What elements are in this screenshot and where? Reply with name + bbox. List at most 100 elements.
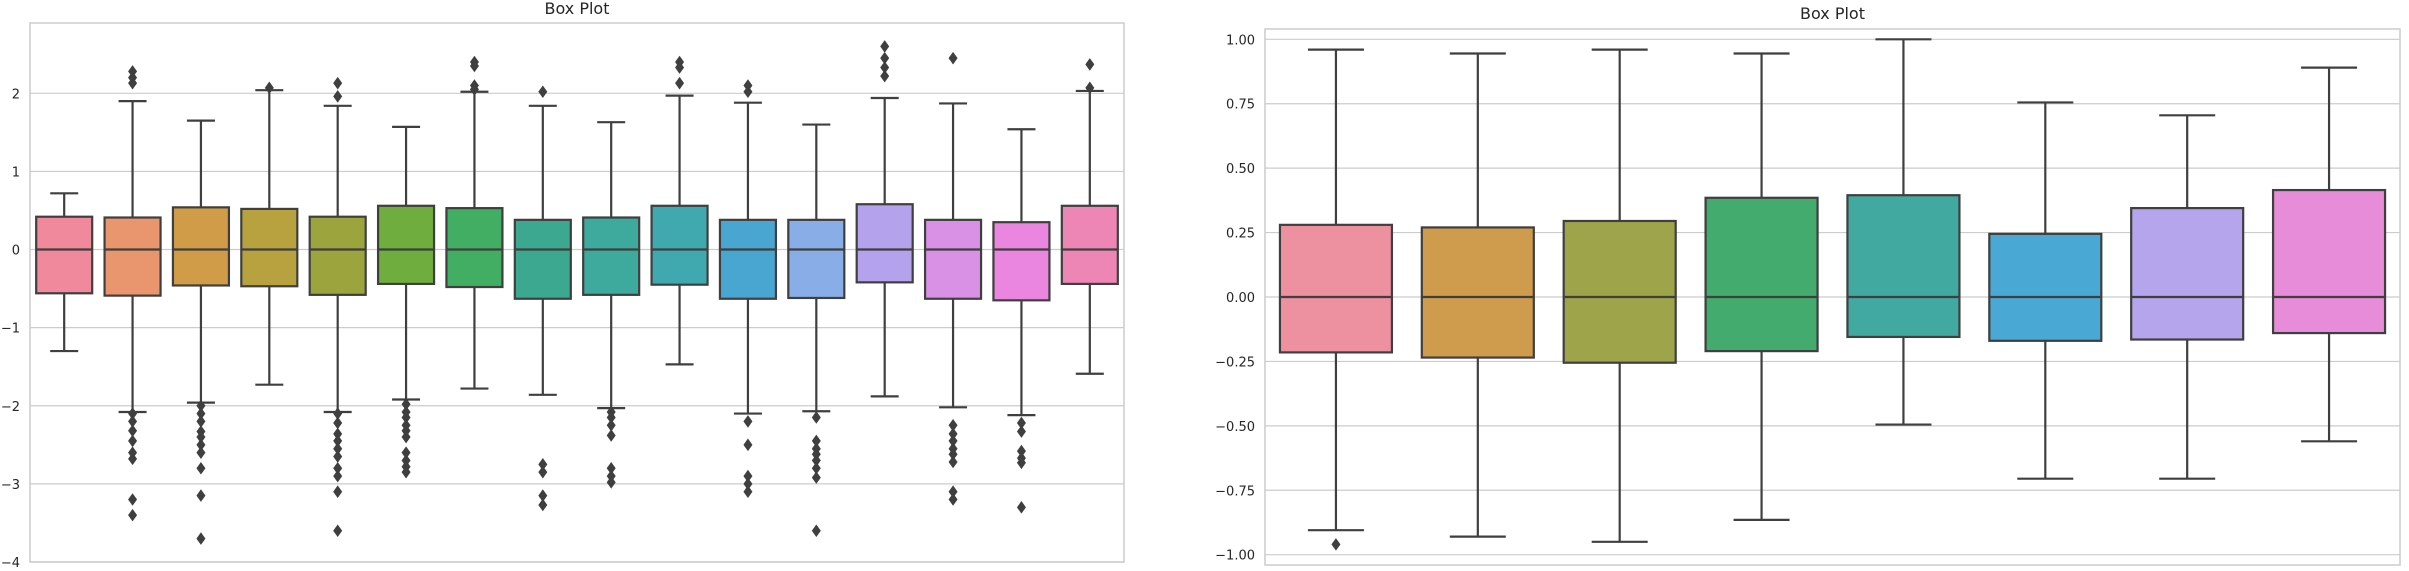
- outlier-point: [948, 455, 958, 469]
- iqr-box: [445, 207, 504, 289]
- outlier-point: [948, 427, 958, 441]
- outlier-point: [743, 477, 753, 491]
- outlier-point: [333, 407, 343, 420]
- outlier-point: [333, 442, 343, 456]
- box-1: [1278, 48, 1394, 551]
- iqr-box: [103, 216, 162, 297]
- outlier-point: [1085, 58, 1095, 71]
- outlier-point: [333, 434, 343, 448]
- iqr-box: [855, 203, 914, 284]
- box-3: [171, 119, 231, 545]
- y-tick-label: 2: [12, 87, 20, 102]
- outlier-point: [606, 429, 616, 442]
- outlier-point: [606, 411, 616, 424]
- box-9: [582, 121, 641, 489]
- box-15: [992, 128, 1051, 514]
- outlier-point: [333, 461, 343, 475]
- outlier-point: [538, 489, 548, 502]
- outlier-point: [1016, 501, 1026, 514]
- outlier-point: [1085, 81, 1095, 95]
- outlier-point: [128, 493, 138, 506]
- outlier-point: [880, 40, 890, 53]
- y-tick-label: 0: [12, 244, 20, 259]
- box-3: [1562, 48, 1677, 543]
- outlier-point: [196, 399, 206, 413]
- outlier-point: [948, 434, 958, 448]
- chart-title: Box Plot: [1800, 4, 1865, 23]
- y-tick-label: 0.50: [1226, 162, 1255, 177]
- outlier-point: [606, 476, 616, 489]
- outlier-point: [538, 465, 548, 479]
- iqr-box: [308, 215, 367, 296]
- outlier-point: [196, 532, 206, 545]
- outlier-point: [128, 76, 138, 90]
- outlier-point: [1016, 425, 1026, 438]
- iqr-box: [992, 221, 1051, 302]
- outlier-point: [743, 469, 753, 483]
- box-16: [1060, 58, 1119, 375]
- y-tick-label: 1: [12, 165, 20, 180]
- iqr-box: [513, 218, 572, 300]
- outlier-point: [811, 454, 821, 467]
- outlier-point: [948, 493, 958, 506]
- box-2: [1420, 52, 1535, 538]
- outlier-point: [401, 397, 411, 411]
- box-5: [1846, 38, 1961, 426]
- box-6: [376, 125, 436, 479]
- outlier-point: [333, 427, 343, 441]
- box-12: [787, 123, 846, 538]
- outlier-point: [333, 416, 343, 430]
- box-7: [445, 55, 504, 390]
- box-14: [923, 51, 983, 506]
- outlier-point: [333, 76, 343, 90]
- outlier-point: [1016, 456, 1026, 470]
- outlier-point: [880, 61, 890, 74]
- y-tick-label: 0.00: [1226, 291, 1255, 306]
- outlier-point: [948, 51, 958, 65]
- outlier-point: [606, 418, 616, 432]
- outlier-point: [196, 407, 206, 420]
- outlier-point: [1016, 444, 1026, 458]
- outlier-point: [948, 447, 958, 461]
- box-7: [2130, 114, 2245, 480]
- outlier-point: [196, 461, 206, 475]
- box-6: [1988, 101, 2103, 480]
- iqr-box: [1562, 219, 1677, 364]
- outlier-point: [880, 51, 890, 65]
- iqr-box: [923, 218, 983, 300]
- outlier-point: [811, 524, 821, 538]
- iqr-box: [1060, 204, 1119, 286]
- outlier-point: [811, 461, 821, 475]
- iqr-box: [2271, 188, 2387, 335]
- y-tick-label: −1.00: [1215, 549, 1255, 564]
- outlier-point: [948, 485, 958, 498]
- outlier-point: [333, 90, 343, 103]
- outlier-point: [743, 438, 753, 452]
- outlier-point: [743, 85, 753, 99]
- outlier-point: [469, 59, 479, 73]
- y-tick-label: −0.75: [1215, 484, 1255, 499]
- iqr-box: [787, 218, 846, 300]
- box-4: [240, 81, 299, 386]
- iqr-box: [1278, 223, 1394, 354]
- iqr-box: [1846, 194, 1961, 339]
- y-tick-label: 0.75: [1226, 98, 1255, 113]
- outlier-point: [538, 498, 548, 512]
- chart-title: Box Plot: [545, 0, 610, 18]
- box-8: [513, 85, 572, 512]
- outlier-point: [401, 411, 411, 424]
- outlier-point: [196, 415, 206, 428]
- y-tick-label: −4: [1, 556, 20, 571]
- outlier-point: [538, 85, 548, 99]
- outlier-point: [401, 465, 411, 479]
- outlier-point: [264, 81, 274, 95]
- box-10: [650, 55, 709, 366]
- outlier-point: [1016, 416, 1026, 430]
- outlier-point: [128, 415, 138, 428]
- outlier-point: [196, 438, 206, 452]
- iqr-box: [2130, 206, 2245, 341]
- box-4: [1704, 52, 1819, 522]
- outlier-point: [880, 69, 890, 83]
- iqr-box: [1704, 196, 1819, 353]
